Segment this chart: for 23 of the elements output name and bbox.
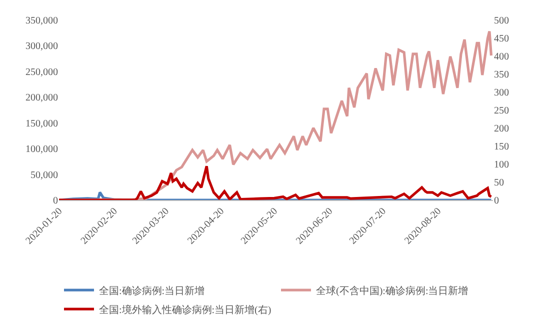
line-series bbox=[59, 164, 493, 200]
y-tick-label: 350,000 bbox=[26, 16, 58, 26]
y-tick-label: 100,000 bbox=[26, 144, 58, 156]
y2-tick-label: 50 bbox=[494, 178, 504, 188]
y2-tick-label: 500 bbox=[494, 16, 509, 26]
y2-tick-label: 400 bbox=[494, 52, 509, 62]
y2-tick-label: 150 bbox=[494, 142, 509, 152]
y2-tick-label: 300 bbox=[494, 88, 509, 98]
y-tick-label: 300,000 bbox=[26, 41, 58, 52]
legend-label: 全球(不含中国):确诊病例:当日新增 bbox=[316, 285, 468, 297]
y2-tick-label: 200 bbox=[494, 124, 509, 134]
y-tick-label: 150,000 bbox=[26, 118, 58, 130]
y2-tick-label: 250 bbox=[494, 106, 509, 116]
y-tick-label: 50,000 bbox=[30, 170, 58, 181]
legend-label: 全国:确诊病例:当日新增 bbox=[99, 285, 205, 297]
y-tick-label: 200,000 bbox=[26, 92, 58, 104]
y2-tick-label: 350 bbox=[494, 70, 509, 80]
y2-tick-label: 100 bbox=[494, 160, 509, 170]
y-tick-label: 0 bbox=[53, 196, 58, 206]
y2-tick-label: 450 bbox=[494, 34, 509, 44]
y-tick-label: 250,000 bbox=[26, 66, 58, 78]
y2-tick-label: 0 bbox=[494, 196, 499, 206]
legend-label: 全国:境外输入性确诊病例:当日新增(右) bbox=[99, 304, 272, 316]
